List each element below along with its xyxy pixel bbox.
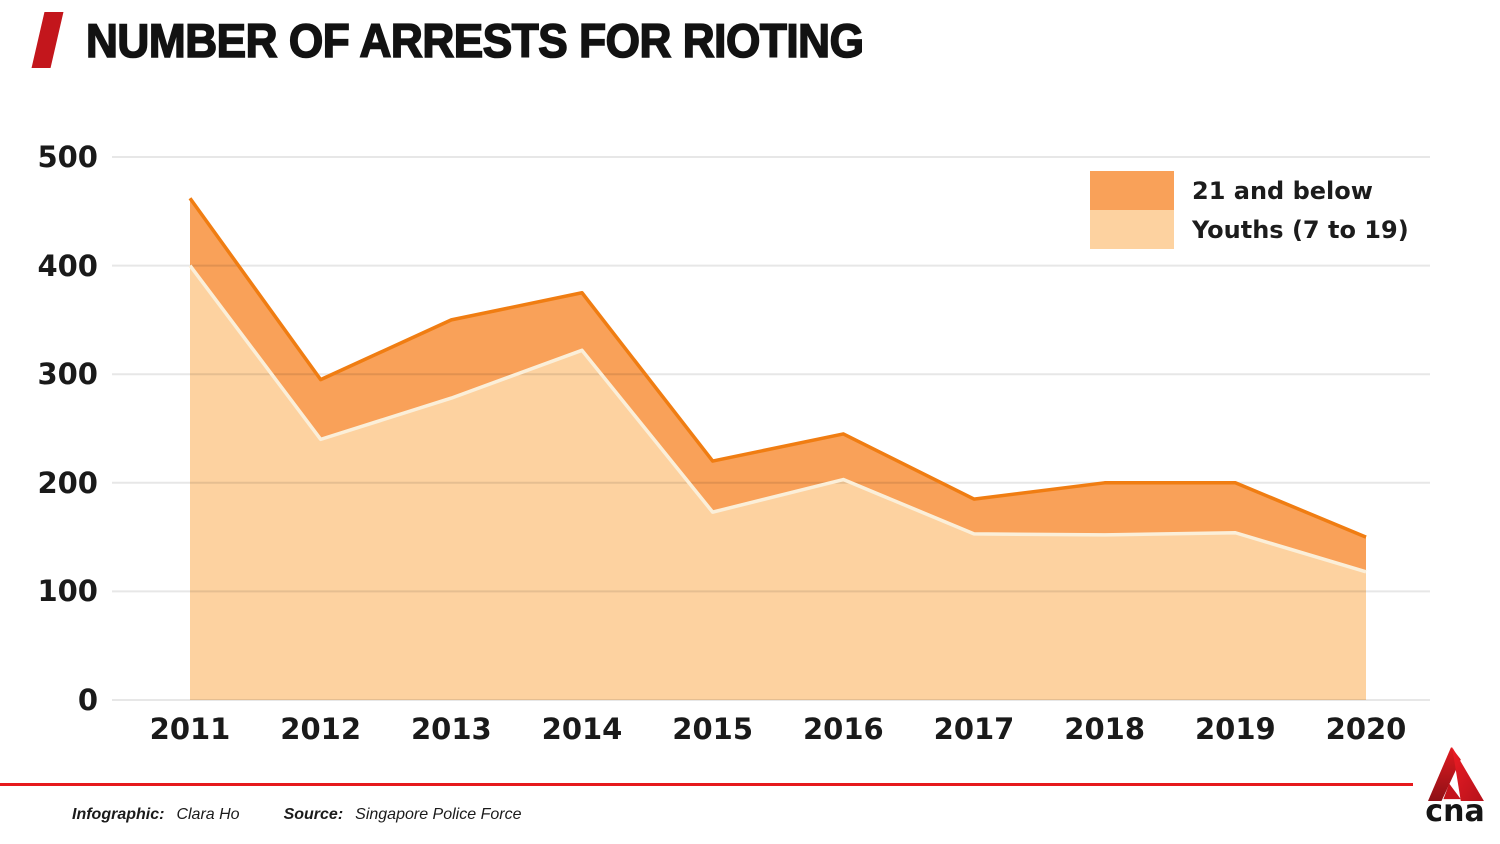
x-tick-label-2011: 2011 — [149, 712, 231, 746]
y-tick-label-300: 300 — [37, 357, 98, 392]
x-tick-label-2014: 2014 — [541, 712, 623, 746]
legend-swatch-21-and-below — [1090, 171, 1174, 210]
cna-logo: cna — [1420, 747, 1490, 827]
x-tick-label-2015: 2015 — [672, 712, 754, 746]
legend-swatch-youths — [1090, 210, 1174, 249]
footer-rule — [0, 783, 1413, 786]
x-tick-label-2016: 2016 — [802, 712, 884, 746]
series-line-youths — [188, 264, 1367, 574]
x-tick-label-2017: 2017 — [933, 712, 1015, 746]
y-tick-label-100: 100 — [37, 574, 98, 609]
legend-swatches — [1090, 171, 1174, 249]
x-tick-label-2012: 2012 — [280, 712, 362, 746]
series-line-21-and-below — [188, 197, 1367, 539]
x-tick-label-2019: 2019 — [1194, 712, 1276, 746]
cna-logo-mark-icon — [1428, 747, 1484, 801]
infographic-label: Infographic: — [72, 806, 165, 823]
y-tick-label-500: 500 — [37, 140, 98, 174]
y-tick-label-400: 400 — [37, 248, 98, 283]
credits: Infographic: Clara Ho Source: Singapore Pol… — [72, 806, 521, 824]
x-tick-label-2018: 2018 — [1064, 712, 1146, 746]
x-tick-label-2020: 2020 — [1325, 712, 1407, 746]
chart-title: NUMBER OF ARRESTS FOR RIOTING — [85, 13, 864, 68]
x-tick-label-2013: 2013 — [410, 712, 492, 746]
y-tick-label-200: 200 — [37, 465, 98, 500]
y-tick-label-0: 0 — [77, 683, 98, 717]
source-value: Singapore Police Force — [355, 806, 522, 823]
area-youths — [190, 265, 1366, 700]
infographic-value: Clara Ho — [176, 806, 240, 823]
legend-label-21-and-below: 21 and below — [1192, 176, 1373, 205]
chart-legend: 21 and below Youths (7 to 19) — [1090, 171, 1409, 249]
source-label: Source: — [283, 806, 344, 823]
cna-logo-text: cna — [1425, 794, 1485, 829]
legend-label-youths: Youths (7 to 19) — [1192, 215, 1409, 244]
